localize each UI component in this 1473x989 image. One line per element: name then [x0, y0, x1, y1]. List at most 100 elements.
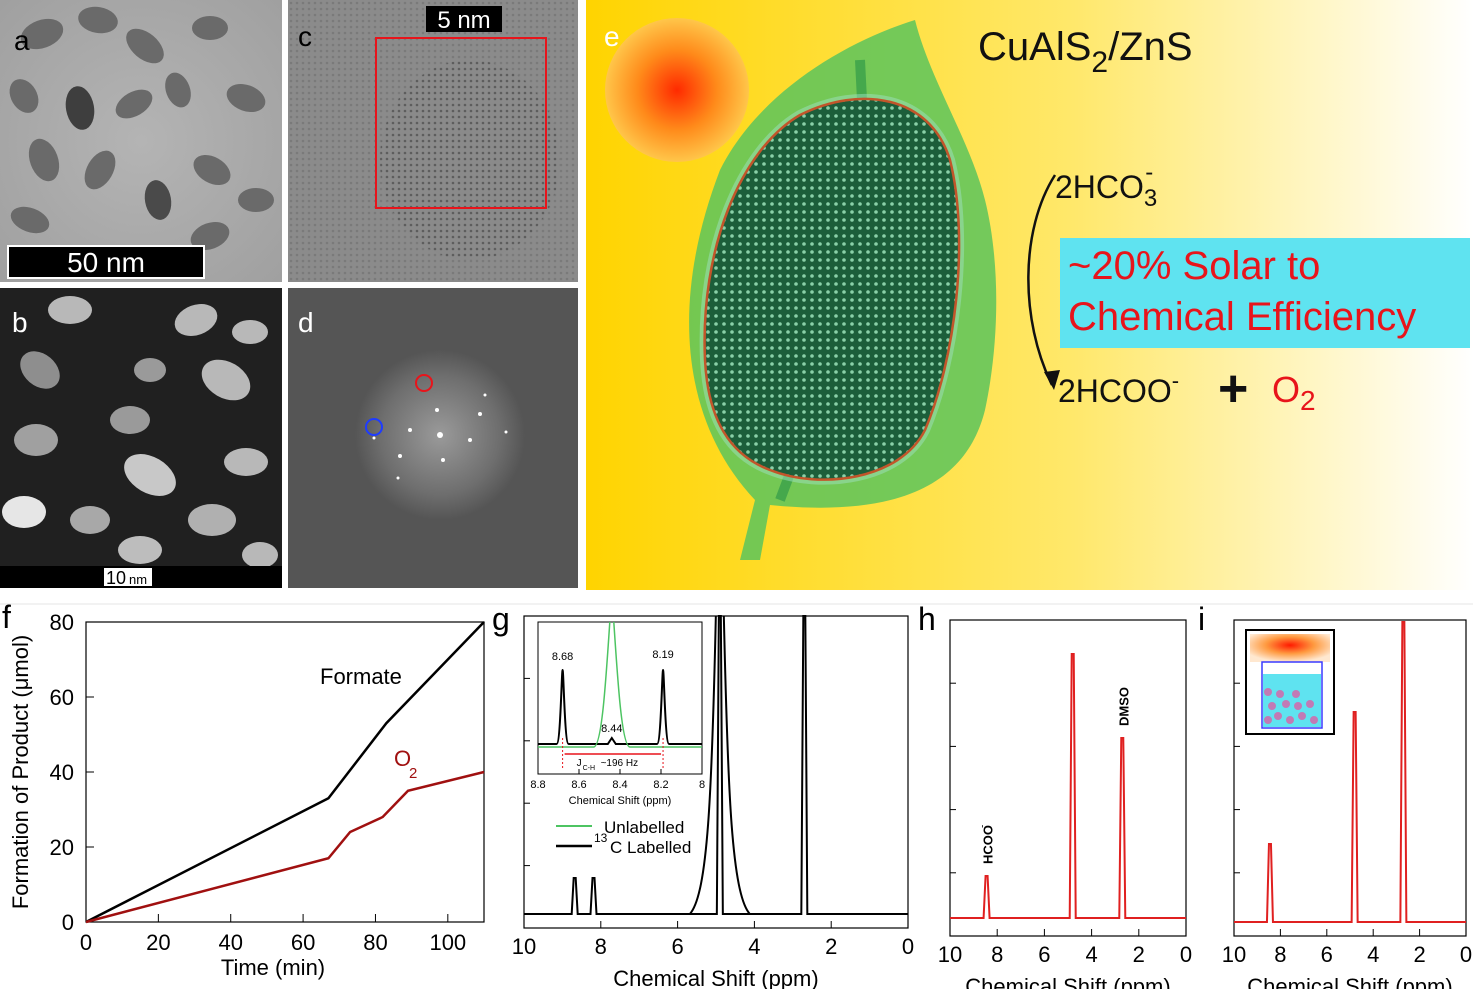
plot-frame-i: [1233, 619, 1467, 937]
x-tick-label-f: 100: [429, 930, 466, 955]
x-tick-label-g: 2: [825, 934, 837, 959]
nanocrystal-lattice: [703, 97, 961, 481]
material-title-tail: /ZnS: [1108, 25, 1192, 69]
reactant-sub: 3: [1144, 185, 1157, 212]
inset-coupling-prefix: J: [577, 758, 582, 769]
x-tick-label-f: 80: [363, 930, 387, 955]
x-tick-label-i: 0: [1460, 942, 1472, 967]
panel-g: g 10 8 6 4 2 0 Chemical Shift (ppm) Unlabelled1…: [492, 601, 914, 989]
scale-bar-c-label: 5 nm: [437, 7, 490, 34]
legend-label-unlabelled: Unlabelled: [604, 818, 684, 837]
water-peak-g: [689, 615, 751, 915]
inset-peak-label: 8.44: [601, 723, 622, 735]
lamp-icon: [1250, 634, 1330, 662]
reaction-arrow: [1027, 174, 1057, 386]
inset-x-tick-label: 8.8: [530, 779, 545, 791]
fft-spots: [372, 393, 508, 480]
x-tick-label-i: 4: [1367, 942, 1379, 967]
x-tick-label-i: 10: [1222, 942, 1246, 967]
plus-sign: +: [1218, 360, 1248, 418]
y-tick-label-f: 60: [50, 685, 74, 710]
scale-bar-c: [426, 6, 502, 32]
series-label-o2-sub: 2: [409, 765, 417, 782]
reactant-main: 2HCO: [1055, 169, 1144, 205]
peak-label-h: DMSO: [1116, 687, 1131, 726]
reactant-text: 2HCO3-: [1055, 159, 1157, 212]
x-tick-label-h: 0: [1180, 942, 1192, 967]
panel-f: f 0 20 40 60 80 100 0 20 40 60 80 Time (min) Formati…: [2, 599, 485, 980]
inset-x-tick-label: 8.6: [571, 779, 586, 791]
x-tick-label-g: 10: [512, 934, 536, 959]
x-axis-label-i: Chemical Shift (ppm): [1247, 974, 1452, 989]
scale-bar-b: [104, 568, 152, 586]
scale-bar-b-unit: nm: [129, 572, 147, 587]
red-circle-marker: [415, 374, 433, 392]
panel-h: h 10 8 6 4 2 0 Chemical Shift (ppm) HCOO- DMSO: [918, 601, 1192, 989]
x-tick-label-h: 4: [1085, 942, 1097, 967]
scale-bar-b-number: 10: [106, 568, 126, 588]
sun-icon: [605, 18, 749, 162]
material-title-main: CuAlS: [978, 25, 1091, 69]
y-tick-label-f: 40: [50, 760, 74, 785]
plot-frame-f: [85, 621, 485, 923]
x-axis-label-h: Chemical Shift (ppm): [965, 974, 1170, 989]
x-tick-label-f: 20: [146, 930, 170, 955]
x-axis-label-f: Time (min): [221, 955, 325, 980]
reaction-arrow-head: [1044, 370, 1060, 390]
series-label-o2: O: [394, 746, 411, 771]
x-tick-label-g: 4: [748, 934, 760, 959]
panel-a-label: a: [14, 25, 30, 56]
product-formate-main: 2HCOO: [1058, 373, 1172, 409]
panel-e-label: e: [604, 21, 620, 52]
panel-d-label: d: [298, 307, 314, 338]
beaker-particles: [1264, 688, 1318, 724]
peak-label-h: HCOO: [981, 825, 996, 864]
x-tick-label-g: 6: [671, 934, 683, 959]
panel-h-label: h: [918, 601, 936, 637]
inset-peak-label: 8.68: [552, 651, 573, 663]
x-tick-label-h: 6: [1038, 942, 1050, 967]
beaker-inset: [1245, 629, 1335, 735]
inset-x-tick-label: 8.4: [612, 779, 627, 791]
panel-b-label: b: [12, 307, 28, 338]
y-tick-label-f: 0: [62, 910, 74, 935]
product-o2-main: O: [1272, 369, 1300, 410]
series-line-formate: [85, 621, 485, 924]
x-tick-label-f: 0: [80, 930, 92, 955]
x-tick-label-h: 10: [938, 942, 962, 967]
panel-i: i 10 8 6 4 2 0 Chemical Shift (ppm): [1198, 601, 1472, 989]
panel-f-label: f: [2, 599, 11, 635]
product-formate-sup: -: [1172, 368, 1179, 393]
legend-label-labelled-sup: 13: [594, 831, 608, 845]
inset-spectrum-unlabelled: [538, 621, 702, 748]
x-tick-label-g: 0: [902, 934, 914, 959]
x-axis-label-g: Chemical Shift (ppm): [613, 966, 818, 989]
panel-i-label: i: [1198, 601, 1205, 637]
y-axis-label-f: Formation of Product (μmol): [8, 635, 33, 909]
product-o2-sub: 2: [1300, 385, 1316, 416]
panel-g-label: g: [492, 601, 510, 637]
scale-bar-a: [7, 245, 205, 279]
inset-spectrum-labelled: [538, 668, 702, 745]
inset-x-tick-label: 8: [699, 779, 705, 791]
product-formate: 2HCOO-: [1058, 368, 1179, 409]
material-title-sub: 2: [1091, 46, 1108, 79]
crystal-c: [380, 60, 560, 260]
y-tick-label-f: 20: [50, 835, 74, 860]
series-label-formate: Formate: [320, 664, 402, 689]
x-tick-label-g: 8: [595, 934, 607, 959]
efficiency-box: [1060, 238, 1470, 348]
panel-e: e CuAlS2/ZnS 2HCO3- ~20% Solar to Chemic…: [586, 0, 1473, 590]
y-tick-label-f: 80: [50, 610, 74, 635]
spectrum-i: [1234, 621, 1466, 923]
material-title: CuAlS2/ZnS: [978, 25, 1193, 79]
inset-x-axis-label: Chemical Shift (ppm): [569, 795, 672, 807]
legend-label-labelled: C Labelled: [610, 838, 691, 857]
selection-box-c: [375, 37, 547, 209]
blue-circle-marker: [365, 418, 383, 436]
spectrum-h: [950, 653, 1186, 919]
panel-c-label: c: [298, 21, 312, 52]
x-tick-label-h: 2: [1133, 942, 1145, 967]
panel-a: a 50 nm: [0, 0, 282, 282]
